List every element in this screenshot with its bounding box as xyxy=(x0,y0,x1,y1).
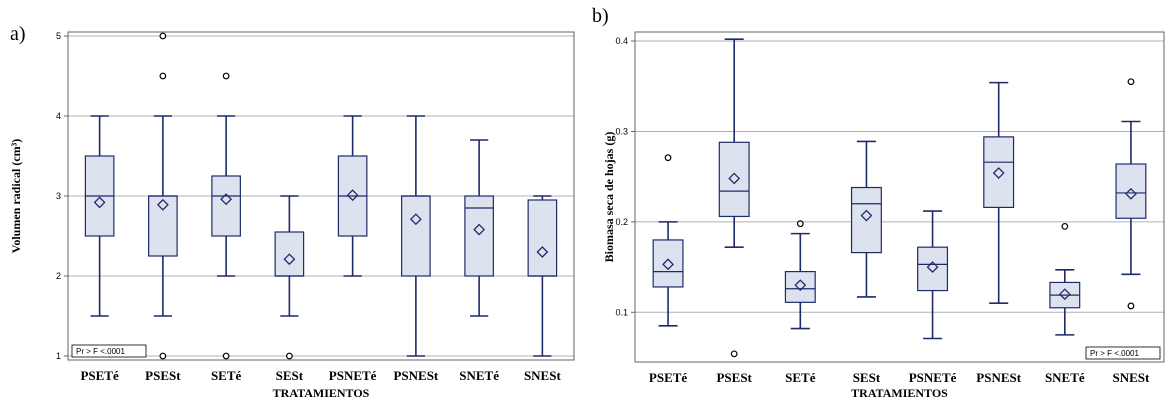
pvalue-box xyxy=(71,344,147,358)
outlier-point xyxy=(664,154,672,162)
box-iqr xyxy=(148,195,178,257)
box-iqr xyxy=(917,246,949,292)
chart-panel-a: a) 1 2 3 4 5 Volumen radical (cm³) TRATAMIENTOS… xyxy=(0,0,585,402)
box-iqr xyxy=(464,195,494,277)
pvalue-text: Pr > F <.0001 xyxy=(76,347,125,356)
x-tick-label: PSESt xyxy=(145,368,181,383)
x-tick-label: PSNESt xyxy=(976,370,1021,385)
x-tick-label: PSETé xyxy=(80,368,119,383)
box-iqr xyxy=(527,199,558,277)
mean-marker xyxy=(346,189,359,202)
mean-marker xyxy=(728,172,741,185)
mean-marker xyxy=(409,213,422,226)
x-tick-label: PSNETé xyxy=(329,368,377,383)
outlier-point xyxy=(1127,302,1135,310)
x-tick-label: PSNETé xyxy=(909,370,957,385)
x-tick-label: PSETé xyxy=(649,370,688,385)
pvalue-box xyxy=(1085,346,1161,360)
x-tick-label: SESt xyxy=(276,368,304,383)
mean-marker xyxy=(794,279,807,292)
x-tick-label: SETé xyxy=(211,368,242,383)
plot-frame xyxy=(634,31,1165,363)
box-iqr xyxy=(983,136,1015,208)
y-tick-label: 0.1 xyxy=(615,307,628,317)
outlier-point xyxy=(222,72,230,80)
x-tick-label: PSNESt xyxy=(393,368,438,383)
outlier-point xyxy=(222,352,230,360)
outlier-point xyxy=(159,352,167,360)
y-tick-label: 5 xyxy=(56,31,61,41)
box-iqr xyxy=(1115,163,1147,219)
mean-marker xyxy=(992,167,1005,179)
plot-frame xyxy=(67,31,575,361)
outlier-point xyxy=(1061,222,1069,230)
chart-panel-b: b) 0.1 0.2 0.3 0.4 Biomasa seca de hojas (g) T… xyxy=(585,0,1169,402)
x-axis-label: TRATAMIENTOS xyxy=(273,386,370,400)
box-iqr xyxy=(718,141,750,218)
mean-marker xyxy=(860,209,873,222)
y-tick-label: 0.3 xyxy=(615,126,628,136)
y-tick-label: 0.2 xyxy=(615,217,628,227)
mean-marker xyxy=(156,198,169,211)
x-tick-label: PSESt xyxy=(716,370,752,385)
outlier-point xyxy=(159,72,167,80)
mean-marker xyxy=(536,246,549,258)
x-tick-label: SESt xyxy=(853,370,881,385)
panel-label: a) xyxy=(10,23,26,45)
x-tick-label: SNESt xyxy=(524,368,562,383)
y-tick-label: 2 xyxy=(56,271,61,281)
mean-marker xyxy=(1058,288,1071,301)
mean-marker xyxy=(473,223,486,236)
mean-marker xyxy=(93,196,106,209)
y-tick-label: 3 xyxy=(56,191,61,201)
outlier-point xyxy=(730,350,738,358)
mean-marker xyxy=(283,253,296,266)
outlier-point xyxy=(285,352,293,360)
y-tick-label: 0.4 xyxy=(615,36,628,46)
x-tick-label: SNETé xyxy=(1045,370,1085,385)
box-iqr xyxy=(784,270,816,303)
pvalue-text: Pr > F <.0001 xyxy=(1090,349,1139,358)
outlier-point xyxy=(159,32,167,40)
y-axis-label: Biomasa seca de hojas (g) xyxy=(602,132,616,263)
chart-b-svg: b) 0.1 0.2 0.3 0.4 Biomasa seca de hojas (g) T… xyxy=(592,5,1165,400)
outlier-point xyxy=(1127,78,1135,86)
mean-marker xyxy=(1125,187,1137,200)
chart-a-svg: a) 1 2 3 4 5 Volumen radical (cm³) TRATAMIENTOS… xyxy=(9,23,575,400)
y-axis-label: Volumen radical (cm³) xyxy=(9,139,23,253)
box-iqr xyxy=(211,175,241,237)
outlier-point xyxy=(796,220,804,228)
x-axis-label: TRATAMIENTOS xyxy=(851,386,948,400)
box-iqr xyxy=(401,195,431,277)
panel-label: b) xyxy=(592,5,609,27)
mean-marker xyxy=(662,258,674,271)
y-tick-label: 1 xyxy=(56,351,61,361)
mean-marker xyxy=(220,193,233,206)
x-tick-label: SNETé xyxy=(459,368,499,383)
box-iqr xyxy=(652,239,684,288)
y-tick-label: 4 xyxy=(56,111,61,121)
x-tick-label: SNESt xyxy=(1113,370,1151,385)
x-tick-label: SETé xyxy=(785,370,816,385)
mean-marker xyxy=(926,261,939,273)
